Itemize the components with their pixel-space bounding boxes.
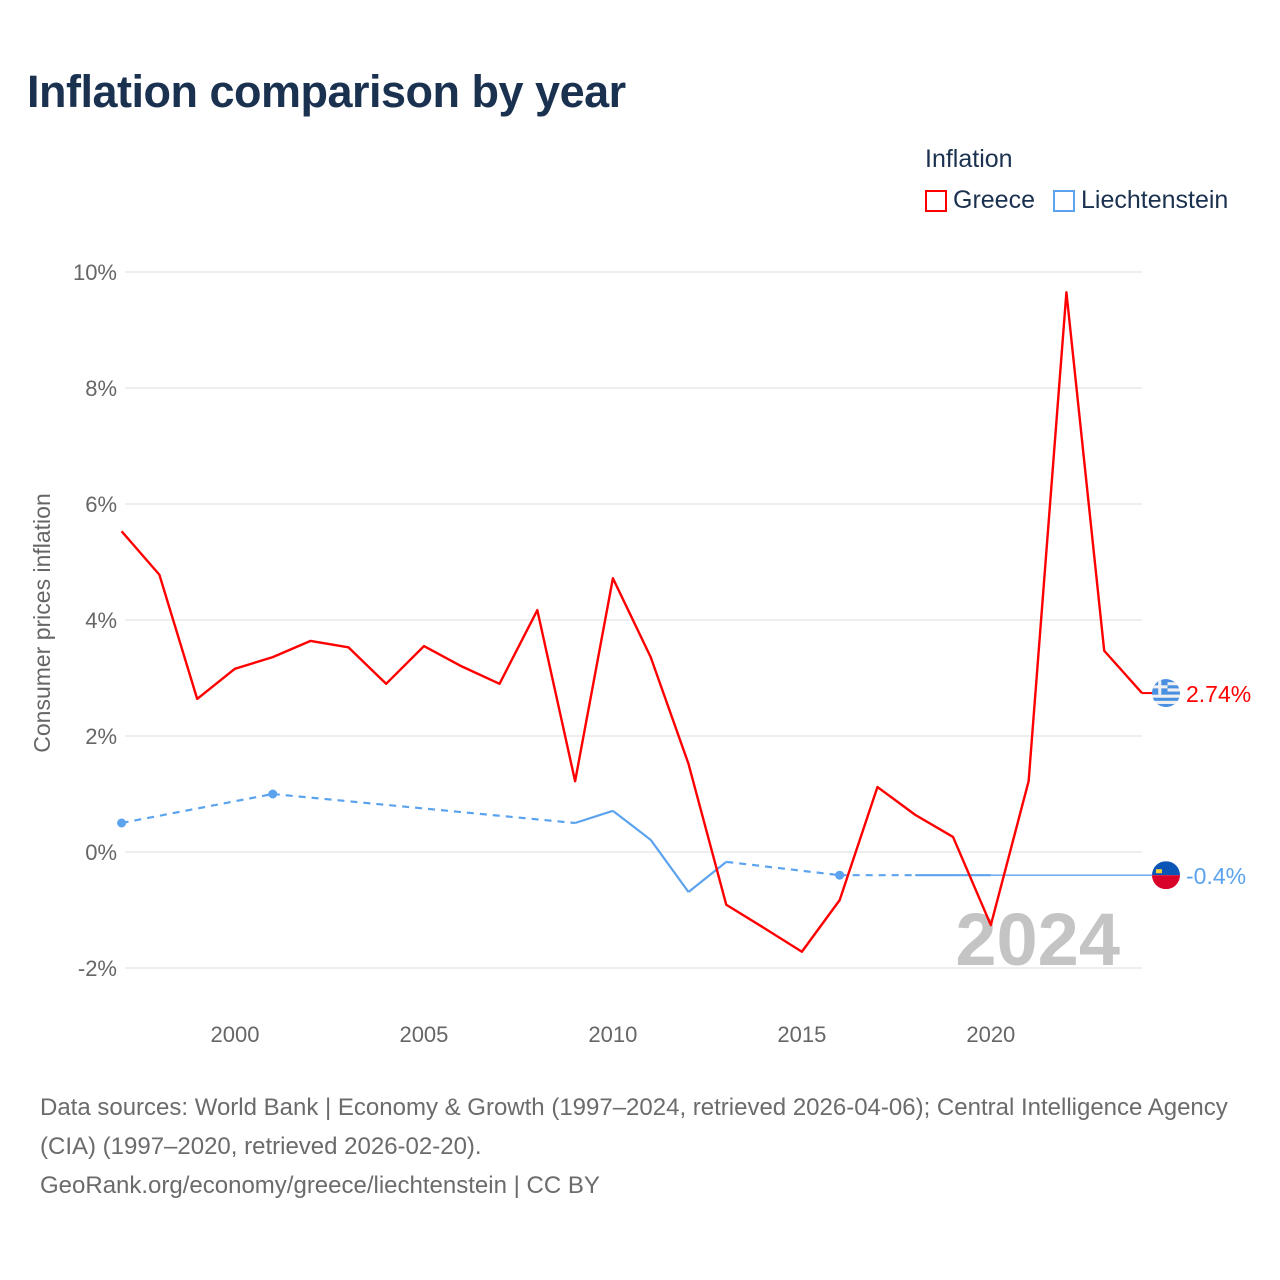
liechtenstein-line-segment bbox=[121, 792, 273, 825]
legend-label-liechtenstein: Liechtenstein bbox=[1080, 186, 1229, 214]
line-chart: -2% 0% 2% 4% 6% 8% 10% 2000 2005 2010 2015 2020 Cons… bbox=[29, 260, 1251, 1047]
x-tick-label: 2010 bbox=[588, 1022, 637, 1047]
y-tick-label: 8% bbox=[85, 376, 117, 401]
year-watermark: 2024 bbox=[955, 898, 1120, 981]
liechtenstein-line-segment bbox=[726, 860, 840, 877]
y-tick-label: 6% bbox=[85, 492, 117, 517]
liechtenstein-line-segment bbox=[272, 792, 576, 825]
legend: Greece Liechtenstein bbox=[925, 186, 1228, 215]
liechtenstein-end-label: -0.4% bbox=[1186, 863, 1246, 889]
liechtenstein-line-segment bbox=[612, 809, 652, 841]
data-sources: Data sources: World Bank | Economy & Gro… bbox=[40, 1094, 1228, 1160]
source-link[interactable]: GeoRank.org/economy/greece/liechtenstein… bbox=[40, 1172, 600, 1199]
legend-title: Inflation bbox=[925, 145, 1013, 173]
greece-line bbox=[120, 291, 1143, 953]
liechtenstein-point bbox=[117, 818, 127, 828]
legend-swatch-greece bbox=[925, 189, 947, 212]
liechtenstein-flag-icon bbox=[1152, 861, 1180, 890]
y-tick-label: 0% bbox=[85, 840, 117, 865]
x-tick-label: 2015 bbox=[777, 1022, 826, 1047]
footer: Data sources: World Bank | Economy & Gro… bbox=[40, 1088, 1240, 1205]
x-tick-label: 2005 bbox=[399, 1022, 448, 1047]
y-tick-label: 4% bbox=[85, 608, 117, 633]
liechtenstein-line-segment bbox=[574, 809, 614, 825]
x-tick-label: 2020 bbox=[966, 1022, 1015, 1047]
liechtenstein-point bbox=[268, 789, 278, 799]
liechtenstein-line-segment bbox=[687, 861, 727, 893]
y-tick-label: -2% bbox=[78, 956, 117, 981]
chart-title: Inflation comparison by year bbox=[27, 66, 626, 117]
greece-flag-icon bbox=[1152, 679, 1180, 708]
y-axis-label: Consumer prices inflation bbox=[29, 493, 55, 753]
legend-item-liechtenstein[interactable]: Liechtenstein bbox=[1052, 186, 1229, 215]
legend-swatch-liechtenstein bbox=[1052, 189, 1075, 212]
y-tick-label: 10% bbox=[73, 260, 117, 285]
liechtenstein-point bbox=[835, 870, 845, 880]
liechtenstein-line-segment bbox=[649, 839, 690, 893]
x-tick-label: 2000 bbox=[211, 1022, 260, 1047]
legend-label-greece: Greece bbox=[953, 186, 1035, 214]
legend-item-greece[interactable]: Greece bbox=[925, 186, 1035, 215]
y-tick-label: 2% bbox=[85, 724, 117, 749]
greece-end-label: 2.74% bbox=[1186, 681, 1251, 707]
